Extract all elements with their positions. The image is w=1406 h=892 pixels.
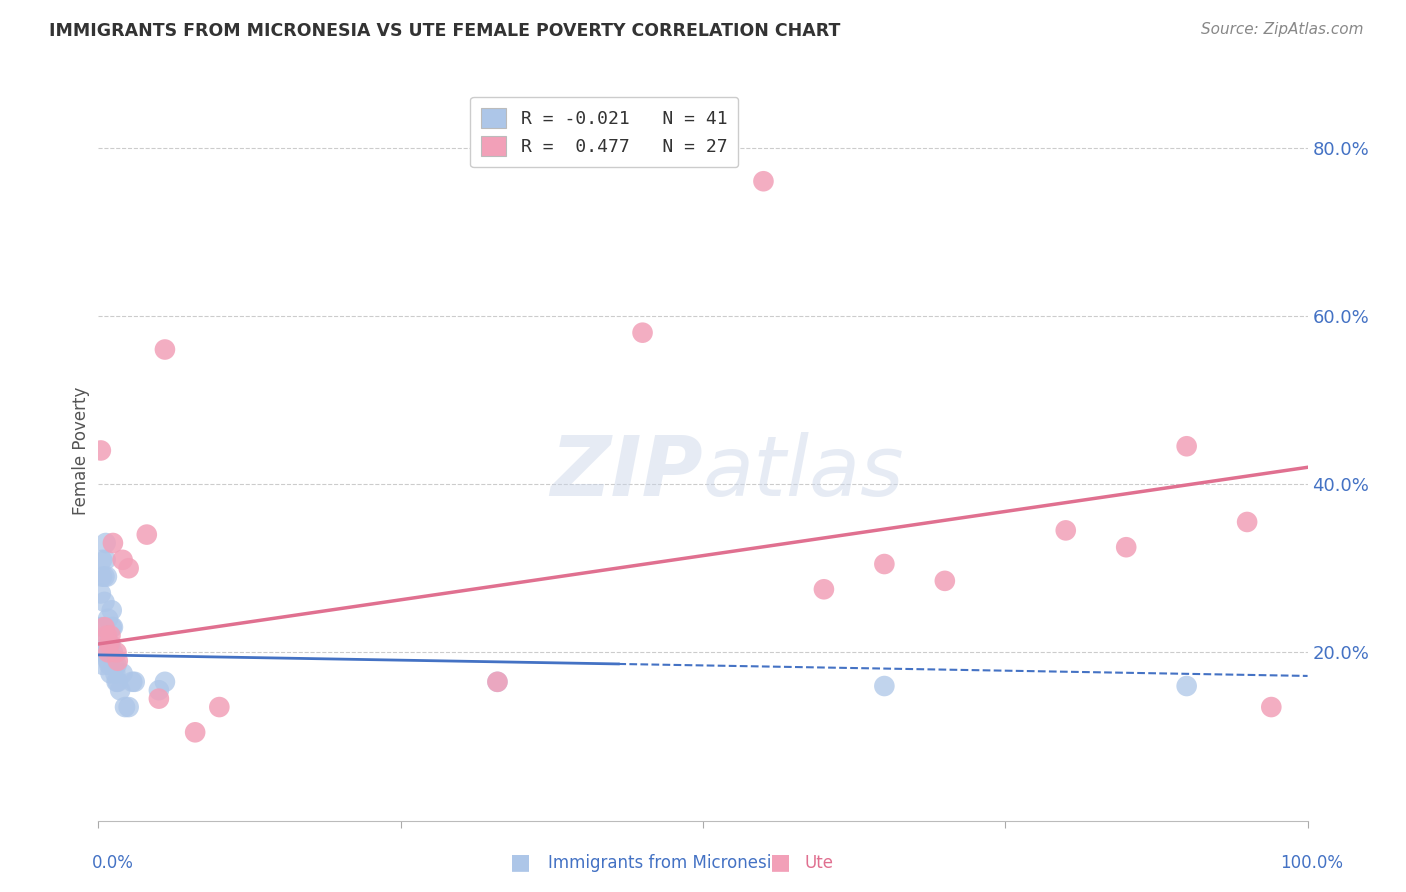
Point	[93, 569, 115, 583]
Text: Immigrants from Micronesia: Immigrants from Micronesia	[548, 855, 782, 872]
Point	[93, 620, 115, 634]
Point	[1260, 700, 1282, 714]
Point	[97, 612, 120, 626]
Point	[94, 536, 117, 550]
Point	[153, 343, 176, 357]
Text: 0.0%: 0.0%	[91, 855, 134, 872]
Point	[100, 620, 122, 634]
Point	[93, 595, 115, 609]
Point	[91, 569, 114, 583]
Text: 100.0%: 100.0%	[1279, 855, 1343, 872]
Point	[90, 620, 112, 634]
Point	[208, 700, 231, 714]
Point	[105, 674, 128, 689]
Point	[148, 691, 170, 706]
Point	[98, 645, 121, 659]
Point	[135, 527, 157, 541]
Point	[89, 637, 111, 651]
Point	[184, 725, 207, 739]
Point	[813, 582, 835, 597]
Text: IMMIGRANTS FROM MICRONESIA VS UTE FEMALE POVERTY CORRELATION CHART: IMMIGRANTS FROM MICRONESIA VS UTE FEMALE…	[49, 22, 841, 40]
Text: Ute: Ute	[804, 855, 834, 872]
Point	[111, 666, 134, 681]
Point	[101, 620, 124, 634]
Point	[91, 553, 114, 567]
Point	[105, 658, 128, 673]
Point	[105, 645, 128, 659]
Point	[104, 666, 127, 681]
Text: ■: ■	[510, 853, 530, 872]
Legend: R = -0.021   N = 41, R =  0.477   N = 27: R = -0.021 N = 41, R = 0.477 N = 27	[470, 96, 738, 168]
Text: ZIP: ZIP	[550, 432, 703, 513]
Point	[90, 443, 112, 458]
Point	[153, 674, 176, 689]
Point	[934, 574, 956, 588]
Y-axis label: Female Poverty: Female Poverty	[72, 386, 90, 515]
Point	[107, 674, 129, 689]
Point	[91, 658, 114, 673]
Point	[1175, 679, 1198, 693]
Point	[100, 603, 122, 617]
Point	[96, 569, 118, 583]
Point	[124, 674, 146, 689]
Point	[118, 700, 141, 714]
Point	[97, 654, 120, 668]
Point	[103, 658, 125, 673]
Point	[1115, 540, 1137, 554]
Point	[101, 536, 124, 550]
Point	[1236, 515, 1258, 529]
Point	[97, 645, 120, 659]
Point	[100, 637, 122, 651]
Point	[107, 654, 129, 668]
Point	[100, 666, 122, 681]
Point	[873, 679, 896, 693]
Point	[486, 674, 509, 689]
Point	[486, 674, 509, 689]
Point	[111, 553, 134, 567]
Text: Source: ZipAtlas.com: Source: ZipAtlas.com	[1201, 22, 1364, 37]
Point	[96, 645, 118, 659]
Point	[91, 620, 114, 634]
Point	[114, 700, 136, 714]
Point	[98, 637, 121, 651]
Point	[94, 553, 117, 567]
Point	[631, 326, 654, 340]
Point	[100, 628, 122, 642]
Text: ■: ■	[770, 853, 790, 872]
Point	[90, 586, 112, 600]
Point	[752, 174, 775, 188]
Point	[91, 645, 114, 659]
Point	[96, 628, 118, 642]
Text: atlas: atlas	[703, 432, 904, 513]
Point	[98, 658, 121, 673]
Point	[1175, 439, 1198, 453]
Point	[1054, 524, 1077, 538]
Point	[97, 637, 120, 651]
Point	[108, 683, 131, 698]
Point	[873, 557, 896, 571]
Point	[121, 674, 143, 689]
Point	[118, 561, 141, 575]
Point	[101, 645, 124, 659]
Point	[148, 683, 170, 698]
